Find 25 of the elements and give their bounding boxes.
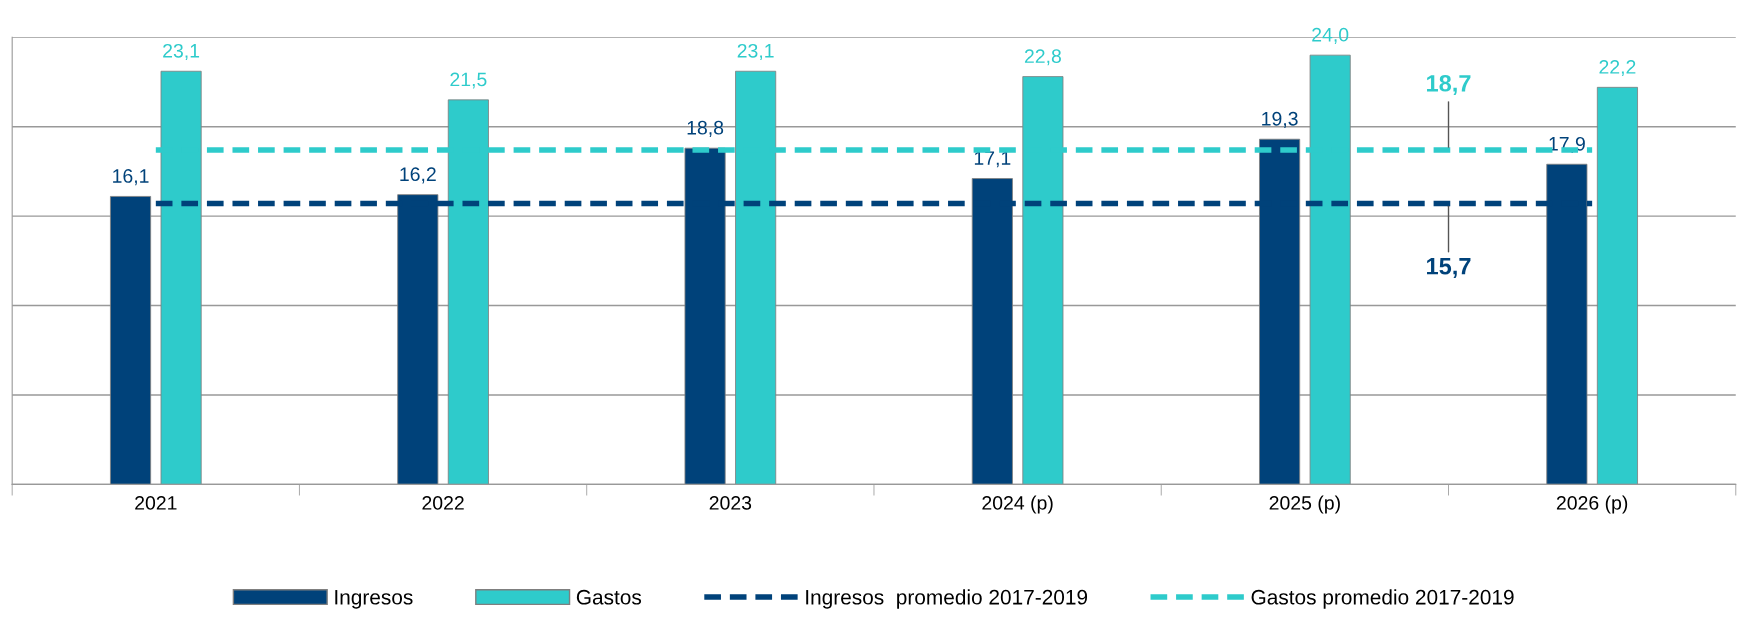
x-tick-label: 2025 (p) — [1269, 495, 1340, 514]
legend-label: Ingresos — [335, 590, 413, 609]
bar — [110, 196, 152, 485]
data-label: 16,1 — [113, 169, 149, 186]
data-label: 21,5 — [450, 72, 487, 89]
data-label: 23,1 — [163, 43, 200, 60]
data-label: 23,1 — [737, 43, 774, 60]
data-label: 16,2 — [400, 167, 436, 184]
data-label: 22,2 — [1599, 60, 1636, 77]
x-tick-label: 2023 — [709, 496, 752, 510]
legend-label: Ingresos promedio 2017-2019 — [806, 589, 1088, 609]
legend-label: Gastos promedio 2017-2019 — [1251, 589, 1514, 609]
data-label: 19,3 — [1262, 111, 1298, 128]
data-label: 22,8 — [1024, 49, 1061, 66]
x-tick-label: 2021 — [135, 496, 177, 510]
annotation: 15,7 — [1427, 258, 1471, 279]
annotation: 18,7 — [1427, 74, 1471, 96]
legend-label: Gastos — [576, 589, 642, 605]
x-tick-label: 2022 — [422, 496, 464, 510]
x-tick-label: 2024 (p) — [982, 495, 1053, 514]
x-tick-label: 2026 (p) — [1556, 495, 1628, 514]
data-label: 18,8 — [687, 120, 724, 137]
data-label: 24,0 — [1312, 27, 1349, 44]
bar — [1596, 86, 1638, 485]
data-label: 17,1 — [974, 151, 1011, 168]
